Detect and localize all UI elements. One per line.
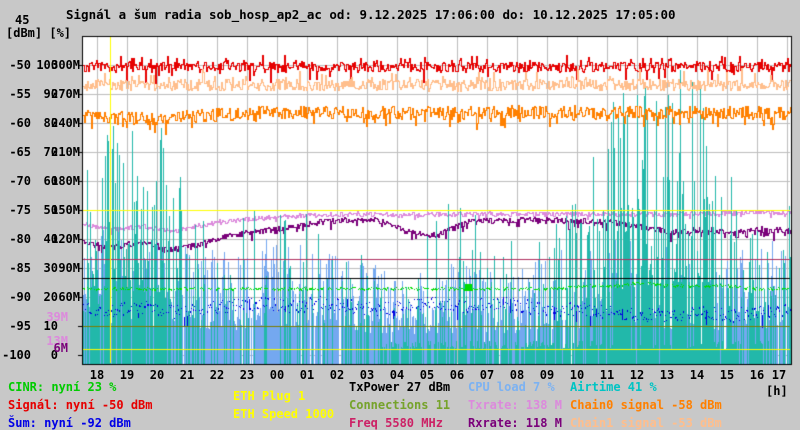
legend-item-sum: Šum: nyní -92 dBm — [8, 416, 131, 430]
legend-item-cinr: CINR: nyní 23 % — [8, 380, 117, 394]
y-tick-label: 0 — [50, 348, 58, 362]
x-tick-label: 22 — [209, 368, 225, 382]
y-tick-label: 70 — [43, 145, 58, 159]
y-tick-label: 10 — [43, 319, 58, 333]
y-tick-label: -85 — [9, 261, 31, 275]
x-tick-label: 04 — [389, 368, 405, 382]
x-tick-label: 14 — [689, 368, 705, 382]
x-tick-label: 16 — [749, 368, 765, 382]
y-tick-label: 100 — [36, 58, 58, 72]
y-tick-label: 50 — [43, 203, 58, 217]
y-tick-label: 240M — [51, 116, 80, 130]
legend-item-signal: Signál: nyní -50 dBm — [8, 398, 153, 412]
legend-item-txrate: Txrate: 138 M — [468, 398, 562, 412]
y-tick-label: -60 — [9, 116, 31, 130]
x-tick-label: 06 — [449, 368, 465, 382]
x-tick-label: 01 — [299, 368, 315, 382]
y-tick-label: 150M — [51, 203, 80, 217]
x-tick-label: 10 — [569, 368, 585, 382]
x-tick-label: 09 — [539, 368, 555, 382]
y-tick-label: 180M — [51, 174, 80, 188]
x-tick-label: 12 — [629, 368, 645, 382]
y-tick-label: 120M — [51, 232, 80, 246]
x-tick-label: 19 — [119, 368, 135, 382]
x-tick-label: 02 — [329, 368, 345, 382]
legend-item-connections: Connections 11 — [349, 398, 451, 412]
x-tick-label: 15 — [719, 368, 735, 382]
x-tick-label: 11 — [599, 368, 615, 382]
legend-item-eth_speed: ETH Speed 1000 — [233, 407, 335, 421]
y-tick-label: -55 — [9, 87, 31, 101]
legend-item-airtime: Airtime 41 % — [570, 380, 657, 394]
y-tick-label: -70 — [9, 174, 31, 188]
y-tick-label: 80 — [43, 116, 58, 130]
y-tick-label: 90M — [58, 261, 80, 275]
legend-item-txpower: TxPower 27 dBm — [349, 380, 451, 394]
y-tick-label: 30 — [43, 261, 58, 275]
x-tick-label: 23 — [239, 368, 255, 382]
y-axis-marker-39m: 39M — [46, 310, 68, 324]
legend-item-chain1: Chain1 signal -53 dBm — [570, 416, 722, 430]
y-tick-label: -95 — [9, 319, 31, 333]
x-tick-label: 17 — [771, 368, 787, 382]
y-axis-marker-6m: 6M — [53, 341, 68, 355]
y-tick-label: 60M — [58, 290, 80, 304]
y-tick-label: 270M — [51, 87, 80, 101]
x-tick-label: 08 — [509, 368, 525, 382]
legend-item-rxrate: Rxrate: 118 M — [468, 416, 562, 430]
page-title: Signál a šum radia sob_hosp_ap2_ac od: 9… — [66, 7, 676, 22]
x-axis-unit-label: [h] — [766, 384, 788, 398]
y-tick-label: 40 — [43, 232, 58, 246]
x-tick-label: 13 — [659, 368, 675, 382]
y-tick-label: 300M — [51, 58, 80, 72]
x-tick-label: 20 — [149, 368, 165, 382]
x-tick-label: 21 — [179, 368, 195, 382]
y-tick-label: -100 — [2, 348, 31, 362]
legend-item-cpu: CPU load 7 % — [468, 380, 555, 394]
x-tick-label: 05 — [419, 368, 435, 382]
y-axis-top-value: 45 — [15, 13, 30, 27]
y-tick-label: 210M — [51, 145, 80, 159]
legend-item-eth_plug: ETH Plug 1 — [233, 389, 306, 403]
y-axis-unit-label: [dBm] [%] — [6, 26, 72, 40]
y-tick-label: -75 — [9, 203, 31, 217]
y-tick-label: -65 — [9, 145, 31, 159]
x-tick-label: 18 — [89, 368, 105, 382]
legend-item-freq: Freq 5580 MHz — [349, 416, 443, 430]
y-tick-label: -50 — [9, 58, 31, 72]
y-axis-marker-13m: 13M — [46, 334, 68, 348]
x-tick-label: 07 — [479, 368, 495, 382]
legend-item-chain0: Chain0 signal -58 dBm — [570, 398, 722, 412]
x-tick-label: 03 — [359, 368, 375, 382]
y-tick-label: 60 — [43, 174, 58, 188]
y-tick-label: 90 — [43, 87, 58, 101]
y-tick-label: -90 — [9, 290, 31, 304]
y-tick-label: -80 — [9, 232, 31, 246]
y-tick-label: 20 — [43, 290, 58, 304]
x-tick-label: 00 — [269, 368, 285, 382]
